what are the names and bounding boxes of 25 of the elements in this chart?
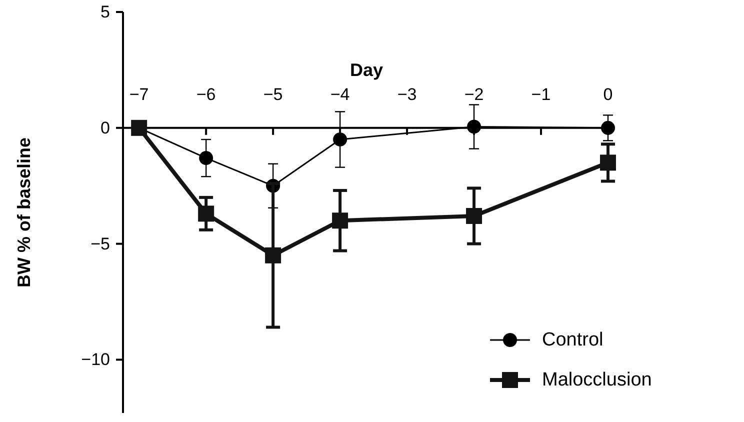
y-axis-title: BW % of baseline: [14, 137, 34, 288]
point: [600, 120, 615, 135]
x-axis-title: Day: [350, 60, 384, 80]
legend-label: Malocclusion: [542, 370, 652, 390]
point: [265, 247, 282, 264]
point: [467, 120, 482, 134]
x-tick-label: −7: [129, 84, 149, 104]
y-tick-label: 5: [100, 2, 110, 22]
x-tick-label: −5: [263, 84, 283, 104]
x-tick-label: −3: [397, 84, 417, 104]
point: [466, 208, 482, 224]
y-tick-label: 0: [100, 118, 110, 138]
x-tick-label: −4: [330, 84, 350, 104]
y-tick-label: −5: [90, 234, 110, 254]
x-tick-label: −1: [531, 84, 551, 104]
point: [199, 151, 214, 166]
y-tick-label: −10: [81, 350, 110, 370]
point: [332, 212, 348, 229]
point: [333, 132, 348, 146]
point: [198, 206, 214, 222]
point: [600, 154, 616, 171]
x-tick-label: 0: [603, 84, 613, 104]
x-tick-label: −2: [464, 84, 484, 104]
legend-label: Control: [542, 330, 604, 350]
x-tick-label: −6: [196, 84, 216, 104]
